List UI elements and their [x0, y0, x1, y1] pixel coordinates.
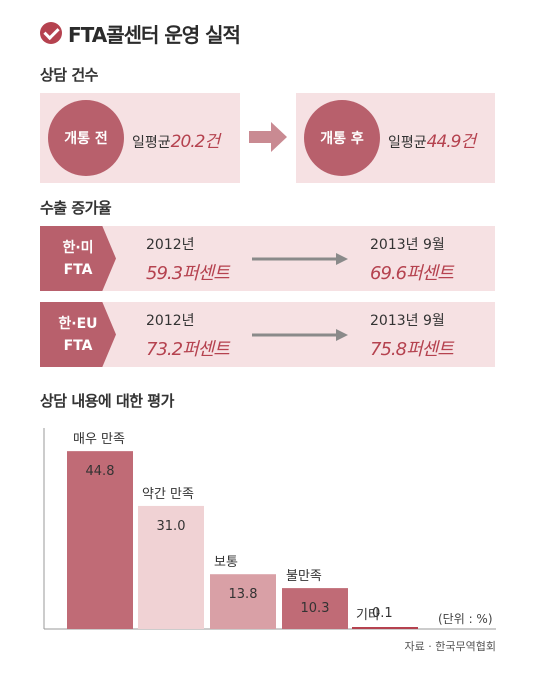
korea-us-tag-line2: FTA — [63, 261, 93, 278]
after-average-prefix: 일평균 — [388, 135, 427, 151]
korea-eu-value-from: 73.2퍼센트 — [146, 339, 230, 360]
evaluation-heading: 상담 내용에 대한 평가 — [40, 392, 174, 410]
korea-us-year-to: 2013년 9월 — [370, 237, 445, 253]
bar-4 — [352, 627, 418, 629]
bar-3 — [282, 588, 348, 629]
after-badge: 개통 후 — [304, 100, 380, 176]
category-label-1: 약간 만족 — [142, 487, 194, 502]
value-label-2: 13.8 — [229, 587, 258, 602]
after-box: 개통 후 일평균44.9건 — [296, 93, 495, 183]
before-badge: 개통 전 — [48, 100, 124, 176]
korea-eu-year-from: 2012년 — [146, 313, 195, 329]
category-label-4: 기타 — [356, 608, 380, 623]
value-label-4: 0.1 — [372, 606, 393, 621]
bar-2 — [210, 574, 276, 629]
before-box: 개통 전 일평균20.2건 — [40, 93, 240, 183]
bar-0 — [67, 451, 133, 629]
value-label-0: 44.8 — [86, 464, 115, 479]
header: FTA콜센터 운영 실적 — [40, 18, 241, 48]
korea-eu-fta-row: 한·EU FTA 2012년 73.2퍼센트 2013년 9월 75.8퍼센트 — [40, 302, 495, 367]
value-label-3: 10.3 — [301, 601, 330, 616]
category-label-2: 보통 — [214, 555, 238, 570]
korea-us-year-from: 2012년 — [146, 237, 195, 253]
bar-1 — [138, 505, 204, 629]
consultations-heading: 상담 건수 — [40, 66, 98, 84]
korea-eu-year-to: 2013년 9월 — [370, 313, 445, 329]
check-circle-icon — [40, 22, 62, 44]
korea-us-fta-tag: 한·미 FTA — [40, 226, 116, 291]
korea-us-tag-line1: 한·미 — [62, 239, 94, 256]
before-average: 일평균20.2건 — [132, 127, 220, 152]
after-average: 일평균44.9건 — [388, 127, 476, 152]
korea-us-value-to: 69.6퍼센트 — [370, 263, 454, 284]
korea-eu-tag-line1: 한·EU — [58, 315, 98, 332]
page-title: FTA콜센터 운영 실적 — [68, 22, 241, 47]
korea-us-fta-row: 한·미 FTA 2012년 59.3퍼센트 2013년 9월 69.6퍼센트 — [40, 226, 495, 291]
before-average-value: 20.2건 — [170, 132, 220, 152]
after-average-value: 44.9건 — [426, 132, 476, 152]
export-growth-heading: 수출 증가율 — [40, 199, 112, 217]
korea-us-value-from: 59.3퍼센트 — [146, 263, 230, 284]
category-label-3: 불만족 — [286, 569, 322, 584]
right-arrow-icon — [249, 122, 287, 152]
source-note: 자료 · 한국무역협회 — [404, 640, 496, 653]
category-label-0: 매우 만족 — [73, 432, 125, 447]
korea-us-arrow-icon — [252, 253, 348, 265]
before-average-prefix: 일평균 — [132, 135, 171, 151]
unit-note: (단위 : %) — [438, 612, 493, 626]
value-label-1: 31.0 — [157, 519, 186, 534]
korea-eu-fta-tag: 한·EU FTA — [40, 302, 116, 367]
korea-eu-arrow-icon — [252, 329, 348, 341]
korea-eu-value-to: 75.8퍼센트 — [370, 339, 454, 360]
korea-eu-tag-line2: FTA — [63, 337, 93, 354]
